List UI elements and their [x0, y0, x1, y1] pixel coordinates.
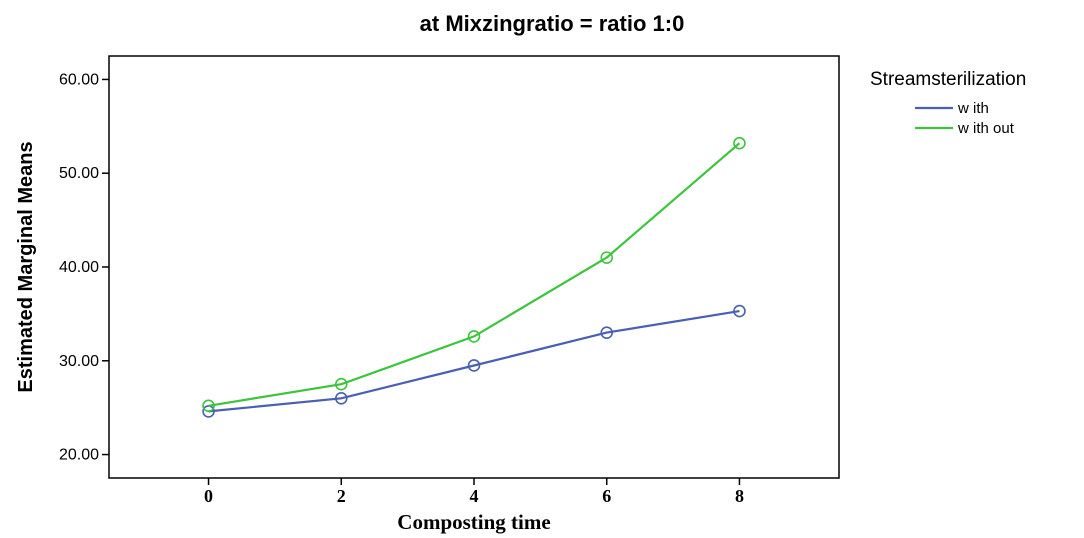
data-point — [733, 304, 746, 318]
data-point — [467, 359, 481, 372]
plot-frame — [108, 55, 840, 479]
y-tick-label: 20.00 — [59, 447, 99, 464]
data-point — [600, 326, 614, 339]
x-tick-label: 6 — [602, 486, 611, 506]
y-tick-label: 30.00 — [59, 353, 99, 370]
x-axis-label: Composting time — [397, 510, 550, 534]
data-point — [467, 330, 481, 343]
data-point — [202, 399, 215, 413]
y-tick-label: 40.00 — [59, 259, 99, 276]
data-point — [334, 377, 348, 391]
legend-title: Streamsterilization — [870, 69, 1026, 90]
series-line — [208, 310, 740, 413]
y-tick-label: 50.00 — [59, 165, 99, 182]
series-layer — [202, 136, 746, 418]
data-point — [600, 251, 614, 264]
y-tick-label: 60.00 — [59, 71, 99, 88]
x-tick-label: 4 — [470, 486, 479, 506]
legend-entry-label: w ith out — [957, 120, 1015, 137]
legend-entry-label: w ith — [957, 100, 989, 117]
x-tick-label: 2 — [337, 486, 346, 506]
data-point — [334, 391, 348, 405]
x-tick-label: 0 — [204, 486, 213, 506]
y-axis: 20.00 30.00 40.00 50.00 60.00 — [59, 71, 109, 464]
data-point — [733, 136, 746, 150]
chart-title: at Mixzingratio = ratio 1:0 — [420, 11, 685, 36]
legend: Streamsterilization w ith w ith out — [870, 69, 1026, 137]
y-axis-label: Estimated Marginal Means — [15, 141, 37, 392]
x-tick-label: 8 — [735, 486, 744, 506]
series-line — [208, 142, 741, 407]
x-axis: 0 2 4 6 8 — [204, 478, 744, 506]
